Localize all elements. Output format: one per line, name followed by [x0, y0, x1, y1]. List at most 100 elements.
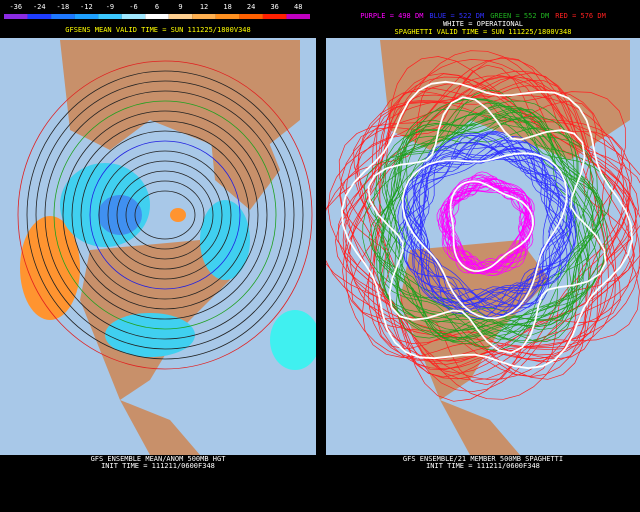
anomaly	[200, 200, 250, 280]
contour	[367, 96, 607, 354]
contour	[345, 94, 624, 380]
footer: INIT TIME = 111211/0600F348	[426, 462, 540, 470]
contour	[401, 152, 568, 320]
contour	[376, 108, 598, 342]
colorbar-swatch	[215, 14, 240, 19]
contour	[355, 75, 628, 362]
contour	[401, 135, 573, 315]
anomaly	[20, 216, 80, 320]
colorbar-swatch	[4, 14, 28, 19]
colorbar-label: 24	[247, 3, 255, 11]
contour	[405, 132, 569, 318]
colorbar-label: -18	[57, 3, 70, 11]
panel-title: GFSENS MEAN VALID TIME = SUN 111225/1800…	[65, 26, 250, 34]
colorbar-swatch	[168, 14, 193, 19]
contour	[403, 133, 572, 306]
colorbar-swatch	[98, 14, 122, 19]
colorbar-label: -6	[129, 3, 137, 11]
contour	[340, 80, 634, 370]
colorbar-swatch	[239, 14, 263, 19]
contour	[439, 182, 530, 277]
contour	[53, 100, 277, 330]
contour	[412, 158, 561, 309]
colorbar-label: -9	[106, 3, 114, 11]
contour	[344, 85, 630, 365]
legend-entry: PURPLE = 498 DM	[360, 12, 423, 20]
contour	[401, 146, 569, 318]
contour	[447, 180, 527, 270]
contour	[125, 180, 205, 250]
contour	[35, 80, 295, 350]
colorbar-label: 12	[200, 3, 208, 11]
colorbar-swatch	[145, 14, 169, 19]
colorbar-label: -12	[80, 3, 93, 11]
colorbar-swatch	[192, 14, 216, 19]
contour	[441, 177, 533, 273]
footer: GFS ENSEMBLE MEAN/ANOM 500MB HGT	[91, 455, 227, 463]
left-map	[0, 38, 316, 455]
footer: GFS ENSEMBLE/21 MEMBER 500MB SPAGHETTI	[403, 455, 563, 463]
contour	[441, 182, 527, 273]
contour	[374, 111, 600, 339]
colorbar-label: 48	[294, 3, 302, 11]
contour	[26, 70, 304, 360]
land	[440, 400, 520, 455]
contour	[89, 140, 241, 290]
colorbar-swatch	[74, 14, 99, 19]
contour	[373, 105, 601, 345]
colorbar-swatch	[262, 14, 287, 19]
colorbar-swatch	[27, 14, 52, 19]
contour	[44, 90, 286, 340]
contour	[98, 150, 232, 280]
contour	[62, 110, 268, 320]
land	[120, 400, 200, 455]
contour	[344, 76, 630, 374]
colorbar-label: 9	[178, 3, 182, 11]
contour	[17, 60, 313, 370]
contour	[338, 56, 640, 380]
contours	[17, 60, 313, 370]
contour	[326, 56, 640, 402]
contour	[381, 105, 602, 336]
legend: PURPLE = 498 DM BLUE = 522 DM GREEN = 552 …	[360, 12, 606, 20]
contour	[419, 142, 573, 310]
contour	[107, 160, 223, 270]
contour	[358, 89, 616, 361]
legend-operational: WHITE = OPERATIONAL	[443, 20, 523, 28]
contour	[368, 108, 606, 342]
contour	[356, 100, 631, 381]
legend-entry: BLUE = 522 DM	[429, 12, 484, 20]
contour	[372, 76, 638, 370]
right-map	[326, 38, 640, 455]
contour	[372, 109, 602, 341]
contour	[342, 76, 609, 359]
contour	[413, 147, 561, 303]
contour	[342, 72, 632, 378]
contour	[446, 189, 528, 272]
contour	[442, 178, 532, 272]
contour	[116, 170, 214, 260]
contour	[71, 120, 259, 310]
anomaly	[270, 310, 316, 370]
contour	[382, 117, 579, 325]
spaghetti	[326, 50, 640, 402]
colorbar-swatch	[51, 14, 75, 19]
colorbar-swatch	[286, 14, 310, 19]
colorbar: -36 -24 -18 -12 -9 -6 6 9 12 18 24 36 48	[4, 3, 310, 19]
contour	[391, 115, 594, 333]
contour	[337, 80, 637, 370]
contour	[420, 141, 571, 305]
contour	[436, 171, 535, 274]
anomaly	[170, 208, 186, 222]
colorbar-label: -36	[9, 3, 22, 11]
colorbar-swatch	[121, 14, 146, 19]
contour	[381, 113, 593, 337]
contour	[339, 73, 635, 377]
colorbar-label: 36	[270, 3, 278, 11]
contour	[335, 72, 639, 378]
anomaly	[105, 313, 195, 357]
panel-title: SPAGHETTI VALID TIME = SUN 111225/1800V3…	[394, 28, 571, 36]
legend-entry: RED = 576 DM	[555, 12, 606, 20]
footer: INIT TIME = 111211/0600F348	[101, 462, 215, 470]
